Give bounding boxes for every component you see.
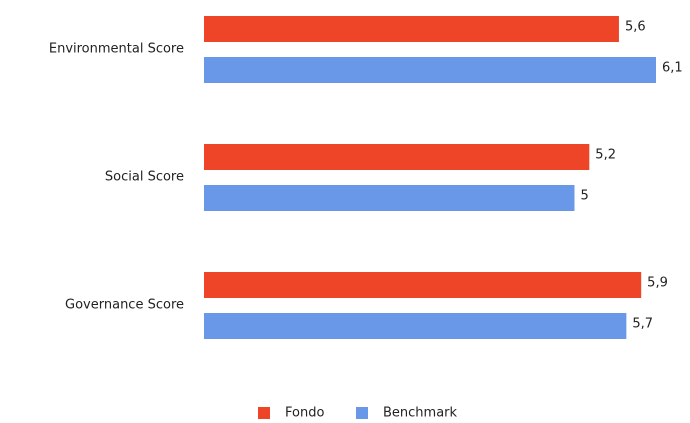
y-tick-label: Social Score xyxy=(105,170,184,185)
data-label: 5,7 xyxy=(632,317,653,332)
data-label: 5,9 xyxy=(647,276,668,291)
bar xyxy=(204,272,642,298)
bar xyxy=(204,16,619,42)
y-tick-label: Environmental Score xyxy=(49,42,184,57)
data-label: 6,1 xyxy=(662,61,683,76)
legend-swatch xyxy=(356,407,368,419)
data-label: 5,6 xyxy=(625,20,646,35)
data-label: 5,2 xyxy=(595,148,616,163)
bar xyxy=(204,57,656,83)
bar xyxy=(204,185,575,211)
legend-label: Benchmark xyxy=(383,406,458,421)
legend-label: Fondo xyxy=(285,406,324,421)
bar xyxy=(204,313,627,339)
data-label: 5 xyxy=(580,189,588,204)
bar xyxy=(204,144,590,170)
y-tick-label: Governance Score xyxy=(65,298,184,313)
legend-swatch xyxy=(258,407,270,419)
